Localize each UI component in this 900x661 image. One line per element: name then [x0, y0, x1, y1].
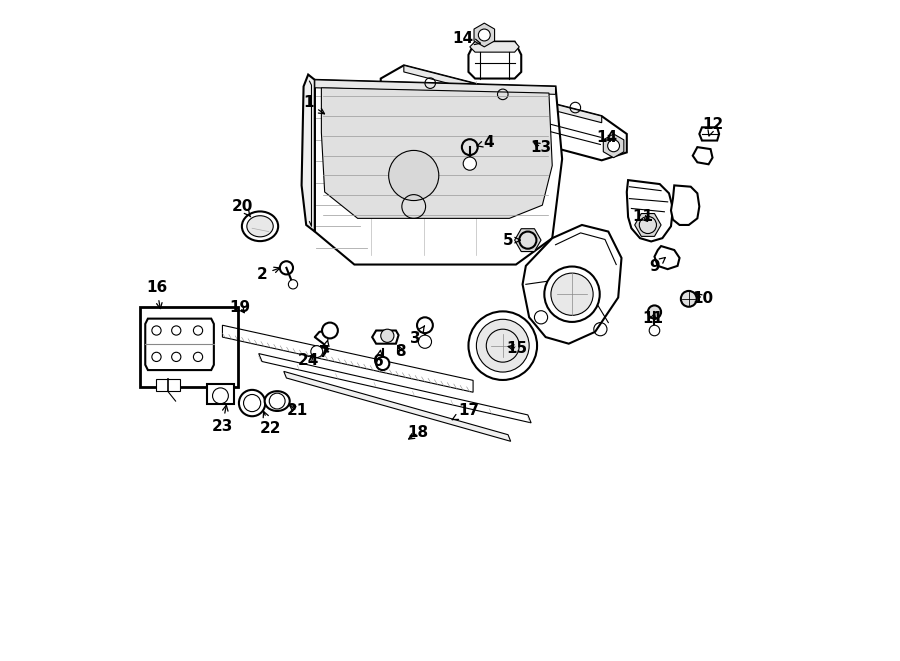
Text: 4: 4 [477, 135, 493, 150]
Text: 23: 23 [212, 405, 233, 434]
Text: 11: 11 [632, 209, 653, 224]
Text: 14: 14 [597, 130, 617, 145]
Bar [207, 384, 234, 404]
Text: 7: 7 [320, 339, 330, 360]
Ellipse shape [247, 215, 274, 237]
Text: 15: 15 [507, 341, 527, 356]
Polygon shape [470, 42, 519, 52]
Circle shape [462, 139, 478, 155]
Circle shape [418, 335, 431, 348]
Text: 6: 6 [374, 350, 384, 369]
Circle shape [544, 266, 599, 322]
Circle shape [310, 346, 323, 358]
Text: 8: 8 [395, 344, 406, 359]
Polygon shape [404, 65, 602, 123]
Text: 20: 20 [231, 199, 253, 217]
Polygon shape [145, 319, 214, 370]
Polygon shape [315, 80, 562, 264]
Circle shape [519, 231, 536, 249]
Ellipse shape [242, 212, 278, 241]
Text: 3: 3 [410, 326, 425, 346]
Polygon shape [284, 371, 510, 442]
Polygon shape [474, 23, 495, 47]
Text: 9: 9 [649, 258, 665, 274]
Polygon shape [302, 75, 315, 231]
Text: 12: 12 [702, 117, 724, 136]
Circle shape [479, 29, 490, 41]
Polygon shape [381, 65, 626, 161]
Circle shape [469, 311, 537, 380]
Circle shape [681, 291, 697, 307]
Polygon shape [321, 88, 553, 218]
Text: 17: 17 [452, 403, 479, 420]
Bar [140, 307, 238, 387]
Circle shape [376, 357, 390, 370]
Text: 21: 21 [286, 403, 308, 418]
Text: 10: 10 [692, 292, 713, 306]
Text: 2: 2 [256, 267, 280, 282]
Polygon shape [258, 354, 531, 423]
Circle shape [476, 319, 529, 372]
Circle shape [417, 317, 433, 333]
Polygon shape [699, 128, 719, 141]
Circle shape [464, 157, 476, 171]
Text: 24: 24 [298, 353, 319, 368]
Circle shape [381, 329, 394, 342]
Text: 13: 13 [530, 139, 552, 155]
Polygon shape [469, 42, 521, 79]
Polygon shape [634, 214, 662, 237]
Text: 18: 18 [408, 425, 429, 440]
Text: 22: 22 [260, 412, 282, 436]
Text: 14: 14 [453, 32, 481, 46]
Polygon shape [373, 330, 399, 344]
Polygon shape [523, 225, 622, 344]
Polygon shape [671, 185, 699, 225]
Text: 5: 5 [503, 233, 520, 248]
Text: 16: 16 [146, 280, 167, 309]
Circle shape [389, 151, 439, 200]
Circle shape [608, 140, 619, 152]
Circle shape [238, 390, 266, 416]
Circle shape [649, 325, 660, 336]
Polygon shape [626, 180, 673, 241]
Circle shape [280, 261, 293, 274]
Circle shape [648, 305, 662, 319]
Text: 1: 1 [303, 95, 325, 114]
Circle shape [551, 273, 593, 315]
Polygon shape [654, 246, 680, 269]
Polygon shape [222, 325, 473, 392]
Polygon shape [315, 80, 555, 95]
Text: 11: 11 [643, 311, 663, 326]
Polygon shape [603, 134, 624, 158]
Polygon shape [693, 147, 713, 165]
Polygon shape [515, 229, 541, 252]
Bar [156, 379, 180, 391]
Circle shape [639, 216, 656, 233]
Circle shape [322, 323, 338, 338]
Circle shape [288, 280, 298, 289]
Ellipse shape [265, 391, 290, 411]
Text: 19: 19 [230, 300, 251, 315]
